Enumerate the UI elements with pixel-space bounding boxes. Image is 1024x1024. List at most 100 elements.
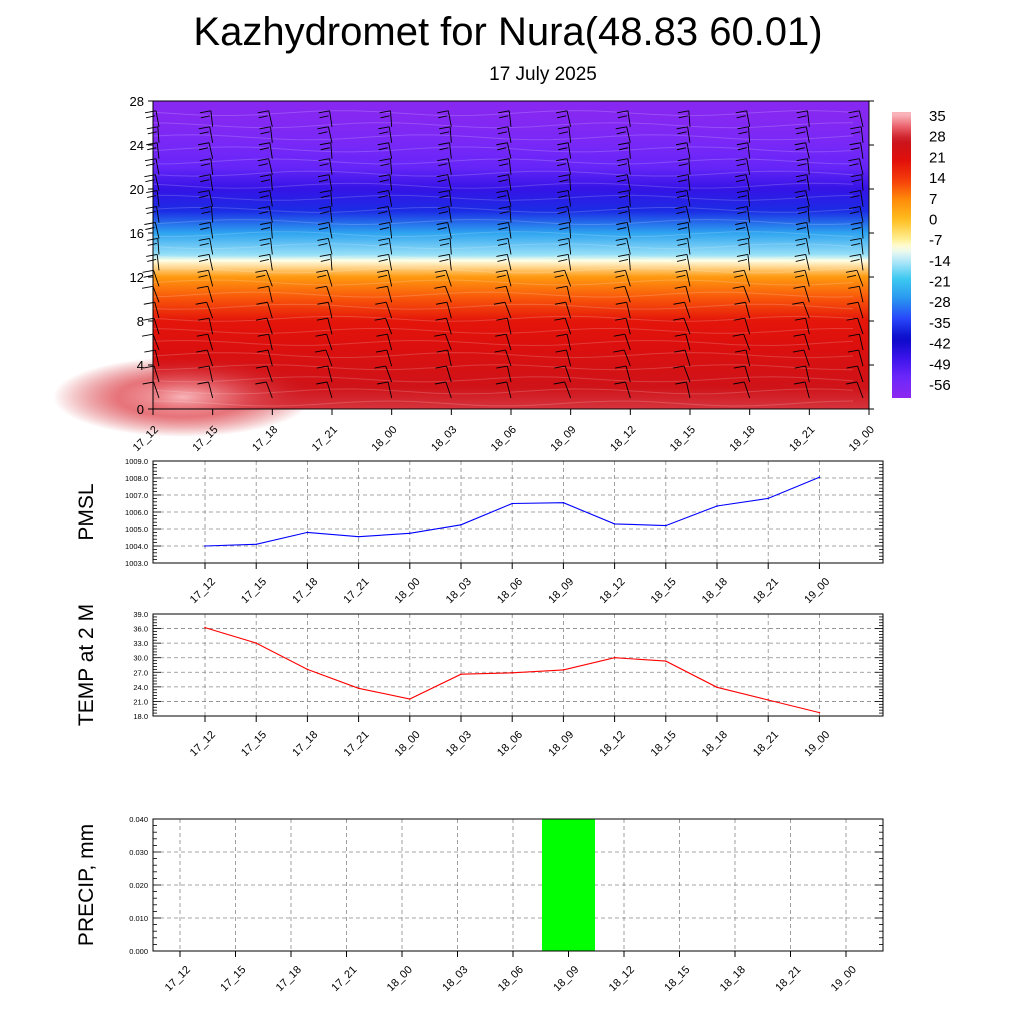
data-point	[613, 523, 616, 525]
x-tick-label: 18_06	[495, 576, 525, 606]
y-tick-label: 0.030	[129, 848, 148, 857]
x-tick-label: 17_18	[290, 729, 320, 759]
x-tick-label: 18_00	[393, 576, 423, 606]
y-tick-label: 1006.0	[125, 508, 148, 517]
colorbar-label: 7	[929, 191, 937, 208]
y-tick-label: 18.0	[133, 712, 148, 721]
data-point	[306, 668, 309, 671]
y-tick-label: 33.0	[133, 639, 148, 648]
chart-subtitle: 17 July 2025	[489, 64, 597, 85]
precip-panel: 0.040 0.030 0.020 0.010 0.000 17_12 17_15 17_18…	[75, 815, 884, 994]
pmsl-panel: 1009.0 1008.0 1007.0 1006.0 1005.0 1004.0 1003…	[75, 457, 884, 606]
data-point	[460, 523, 462, 526]
y-tick-label: 12	[130, 270, 144, 285]
x-tick-label: 18_21	[787, 424, 817, 454]
temperature-field	[153, 101, 869, 409]
data-point	[767, 699, 769, 701]
x-tick-label: 18_00	[393, 729, 423, 759]
data-point	[511, 671, 513, 674]
x-tick-label: 17_15	[218, 964, 248, 994]
colorbar-label: -28	[929, 294, 951, 311]
x-tick-label: 18_15	[649, 729, 679, 759]
data-point	[409, 532, 411, 535]
y-axis-label: PRECIP, mm	[75, 824, 98, 946]
colorbar-label: 0	[929, 211, 937, 228]
x-tick-label: 18_06	[495, 729, 525, 759]
wind-barbs	[141, 110, 864, 399]
y-tick-label: 0.040	[129, 815, 148, 824]
x-tick-label: 18_09	[546, 576, 576, 606]
colorbar-label: -56	[929, 377, 951, 394]
x-tick-label: 18_12	[597, 729, 627, 759]
y-tick-label: 30.0	[133, 654, 148, 663]
data-point	[357, 687, 360, 690]
colorbar-label: 21	[929, 149, 946, 166]
x-tick-label: 18_03	[444, 576, 474, 606]
x-tick-label: 17_18	[274, 964, 304, 994]
x-tick-label: 19_00	[829, 964, 859, 994]
y-tick-label: 16	[130, 226, 144, 241]
colorbar: 35 28 21 14 7 0 -7 -14 -21 -28 -35 -42 -49 -56	[892, 108, 951, 398]
x-tick-label: 18_12	[597, 576, 627, 606]
y-tick-label: 1009.0	[125, 457, 148, 466]
colorbar-label: -49	[929, 356, 951, 373]
x-tick-label: 19_00	[802, 576, 832, 606]
x-tick-label: 18_09	[548, 424, 578, 454]
x-tick-label: 18_21	[751, 576, 781, 606]
colorbar-label: 28	[929, 129, 946, 146]
data-point	[818, 711, 821, 714]
x-tick-label: 18_00	[385, 964, 415, 994]
y-tick-label: 1004.0	[125, 542, 148, 551]
x-tick-label: 17_12	[188, 729, 218, 759]
y-tick-label: 8	[137, 314, 144, 329]
x-tick-label: 19_00	[802, 729, 832, 759]
y-tick-label: 39.0	[133, 610, 148, 619]
data-point	[818, 476, 821, 478]
y-tick-label: 27.0	[133, 668, 148, 677]
x-tick-label: 18_09	[546, 729, 576, 759]
x-tick-label: 18_12	[608, 424, 638, 454]
x-tick-label: 18_18	[700, 576, 730, 606]
chart-title: Kazhydromet for Nura(48.83 60.01)	[193, 10, 823, 54]
colorbar-label: -21	[929, 274, 951, 291]
data-point	[409, 698, 411, 700]
data-point	[460, 673, 462, 676]
x-tick-label: 18_06	[489, 424, 519, 454]
x-tick-label: 17_21	[341, 576, 371, 606]
data-point	[562, 669, 565, 671]
data-point	[716, 505, 718, 507]
y-tick-label: 20	[130, 182, 144, 197]
x-tick-label: 18_03	[440, 964, 470, 994]
x-tick-label: 18_15	[662, 964, 692, 994]
y-tick-label: 1003.0	[125, 559, 148, 568]
data-point	[562, 501, 565, 504]
y-tick-label: 36.0	[133, 625, 148, 634]
y-tick-label: 28	[130, 94, 144, 109]
data-point	[255, 642, 257, 644]
colorbar-label: -14	[929, 253, 951, 270]
x-tick-label: 17_12	[163, 964, 193, 994]
y-tick-label: 0	[137, 402, 144, 417]
y-tick-label: 24.0	[133, 683, 148, 692]
x-tick-label: 18_09	[551, 964, 581, 994]
data-point	[357, 535, 360, 538]
x-tick-label: 18_03	[444, 729, 474, 759]
x-tick-label: 19_00	[847, 424, 877, 454]
colorbar-label: -35	[929, 315, 951, 332]
y-tick-label: 1005.0	[125, 525, 148, 534]
warm-surface-area	[53, 357, 313, 437]
data-point	[716, 686, 718, 689]
x-tick-label: 17_15	[239, 729, 269, 759]
x-tick-label: 18_18	[727, 424, 757, 454]
precip-bar	[542, 819, 595, 951]
colorbar-label: 14	[929, 170, 946, 187]
y-tick-label: 4	[137, 358, 144, 373]
data-point	[204, 545, 206, 547]
data-point	[204, 626, 206, 629]
x-tick-label: 17_12	[188, 576, 218, 606]
x-tick-label: 17_21	[341, 729, 371, 759]
x-tick-label: 17_21	[329, 964, 359, 994]
x-tick-label: 18_15	[668, 424, 698, 454]
